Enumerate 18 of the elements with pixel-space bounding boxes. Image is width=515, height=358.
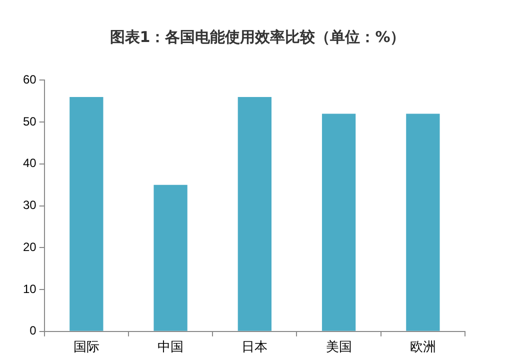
y-tick-label: 20 (22, 240, 37, 254)
bar (70, 96, 104, 331)
y-tick-label: 30 (22, 198, 37, 212)
y-tick-label: 10 (22, 282, 37, 296)
y-tick-label: 0 (30, 324, 37, 338)
x-tick-label: 美国 (326, 338, 352, 354)
y-tick-label: 50 (22, 114, 37, 128)
x-tick-label: 中国 (158, 338, 184, 354)
x-tick-label: 日本 (242, 338, 268, 354)
bar (154, 184, 188, 331)
x-tick-label: 国际 (73, 338, 100, 354)
bar (238, 96, 272, 331)
x-tick-label: 欧洲 (410, 338, 436, 354)
bar (406, 114, 440, 331)
y-tick-label: 60 (22, 72, 37, 87)
bar (322, 114, 356, 331)
y-tick-label: 40 (22, 156, 37, 170)
chart-title: 图表1：各国电能使用效率比较（单位：%） (108, 28, 406, 47)
